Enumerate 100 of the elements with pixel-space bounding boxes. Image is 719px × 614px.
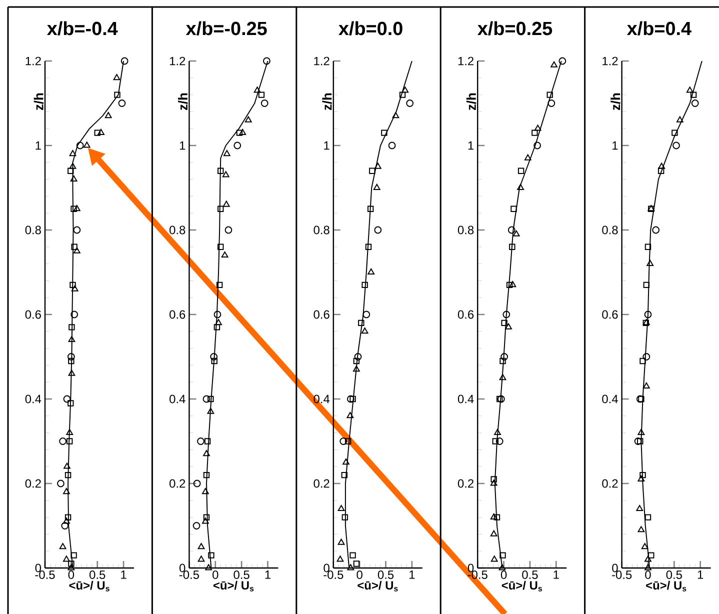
point (638, 428, 645, 435)
point (358, 320, 364, 326)
point (676, 116, 684, 122)
point (64, 472, 72, 478)
y-tick-label: 0 (468, 564, 474, 572)
point (208, 552, 214, 558)
point (548, 100, 556, 107)
point (640, 472, 646, 478)
point (497, 395, 505, 403)
x-tick-label: -0.5 (612, 570, 632, 579)
point (68, 400, 74, 406)
point (392, 112, 400, 118)
point (64, 462, 70, 469)
chart-title: x/b=-0.4 (46, 21, 118, 36)
x-tick-label: 0 (356, 570, 362, 579)
point (490, 556, 498, 562)
y-tick-label: 0.6 (602, 310, 618, 319)
point (672, 142, 680, 150)
point (524, 154, 532, 160)
chart-title: x/b=0.0 (338, 21, 402, 36)
point (221, 251, 228, 258)
y-tick-label: 1.2 (314, 56, 330, 66)
point (68, 560, 74, 567)
point (501, 320, 508, 326)
y-tick-label: 1 (36, 141, 41, 150)
point (353, 560, 360, 567)
point (210, 353, 218, 360)
point (388, 142, 396, 150)
point (338, 504, 345, 512)
point (114, 92, 120, 98)
y-tick-label: 0 (35, 564, 42, 572)
point (239, 128, 246, 136)
point (642, 353, 650, 360)
point (260, 100, 268, 107)
point (211, 358, 218, 364)
y-tick-label: 1.2 (26, 56, 41, 66)
point (490, 513, 498, 520)
point (346, 395, 354, 403)
point (646, 260, 654, 266)
point (644, 244, 652, 250)
point (640, 358, 646, 364)
y-tick-label: 1 (612, 141, 618, 150)
y-tick-label: 0.6 (25, 310, 41, 319)
point (83, 142, 90, 148)
point (496, 396, 503, 402)
point (352, 366, 360, 372)
x-tick-label: 0 (645, 570, 651, 579)
point (494, 428, 501, 435)
point (509, 281, 516, 288)
point (73, 204, 80, 212)
point (202, 488, 209, 494)
point (71, 244, 78, 250)
y-tick-label: 0.8 (25, 226, 41, 234)
point (381, 130, 388, 136)
point (218, 168, 224, 174)
x-axis-title: <ū>/ U$_{s}$ (358, 580, 398, 592)
point (63, 556, 70, 562)
point (61, 522, 69, 530)
point (636, 395, 644, 403)
point (534, 124, 542, 131)
point (644, 556, 652, 562)
x-tick-label: 0.5 (378, 570, 394, 579)
point (224, 226, 232, 234)
point (643, 282, 650, 288)
point (399, 92, 406, 98)
y-tick-label: 0.2 (314, 479, 330, 488)
point (634, 438, 642, 445)
point (193, 480, 201, 488)
point (71, 285, 78, 292)
point (63, 395, 71, 403)
point (98, 128, 104, 136)
point (402, 86, 409, 93)
point (637, 438, 644, 444)
point (70, 310, 78, 318)
point (342, 458, 350, 465)
point (500, 552, 506, 558)
point (534, 142, 541, 150)
y-tick-label: 0.4 (170, 394, 186, 404)
point (113, 74, 120, 80)
point (120, 57, 128, 65)
y-tick-label: 0.4 (602, 394, 618, 404)
point (490, 480, 498, 486)
point (208, 396, 214, 402)
point (374, 162, 382, 169)
x-tick-label: 0 (500, 570, 507, 579)
point (222, 200, 230, 207)
y-axis-title: z/h (610, 93, 620, 110)
y-tick-label: 0.2 (170, 479, 186, 488)
point (365, 244, 372, 250)
point (517, 184, 524, 190)
point (518, 168, 524, 174)
y-axis-title: z/h (34, 93, 44, 110)
point (346, 412, 354, 418)
point (509, 244, 516, 250)
point (198, 556, 205, 562)
y-tick-label: 1 (324, 141, 330, 150)
point (690, 92, 697, 98)
point (68, 564, 75, 570)
y-tick-label: 1.2 (602, 56, 618, 66)
point (369, 168, 376, 174)
